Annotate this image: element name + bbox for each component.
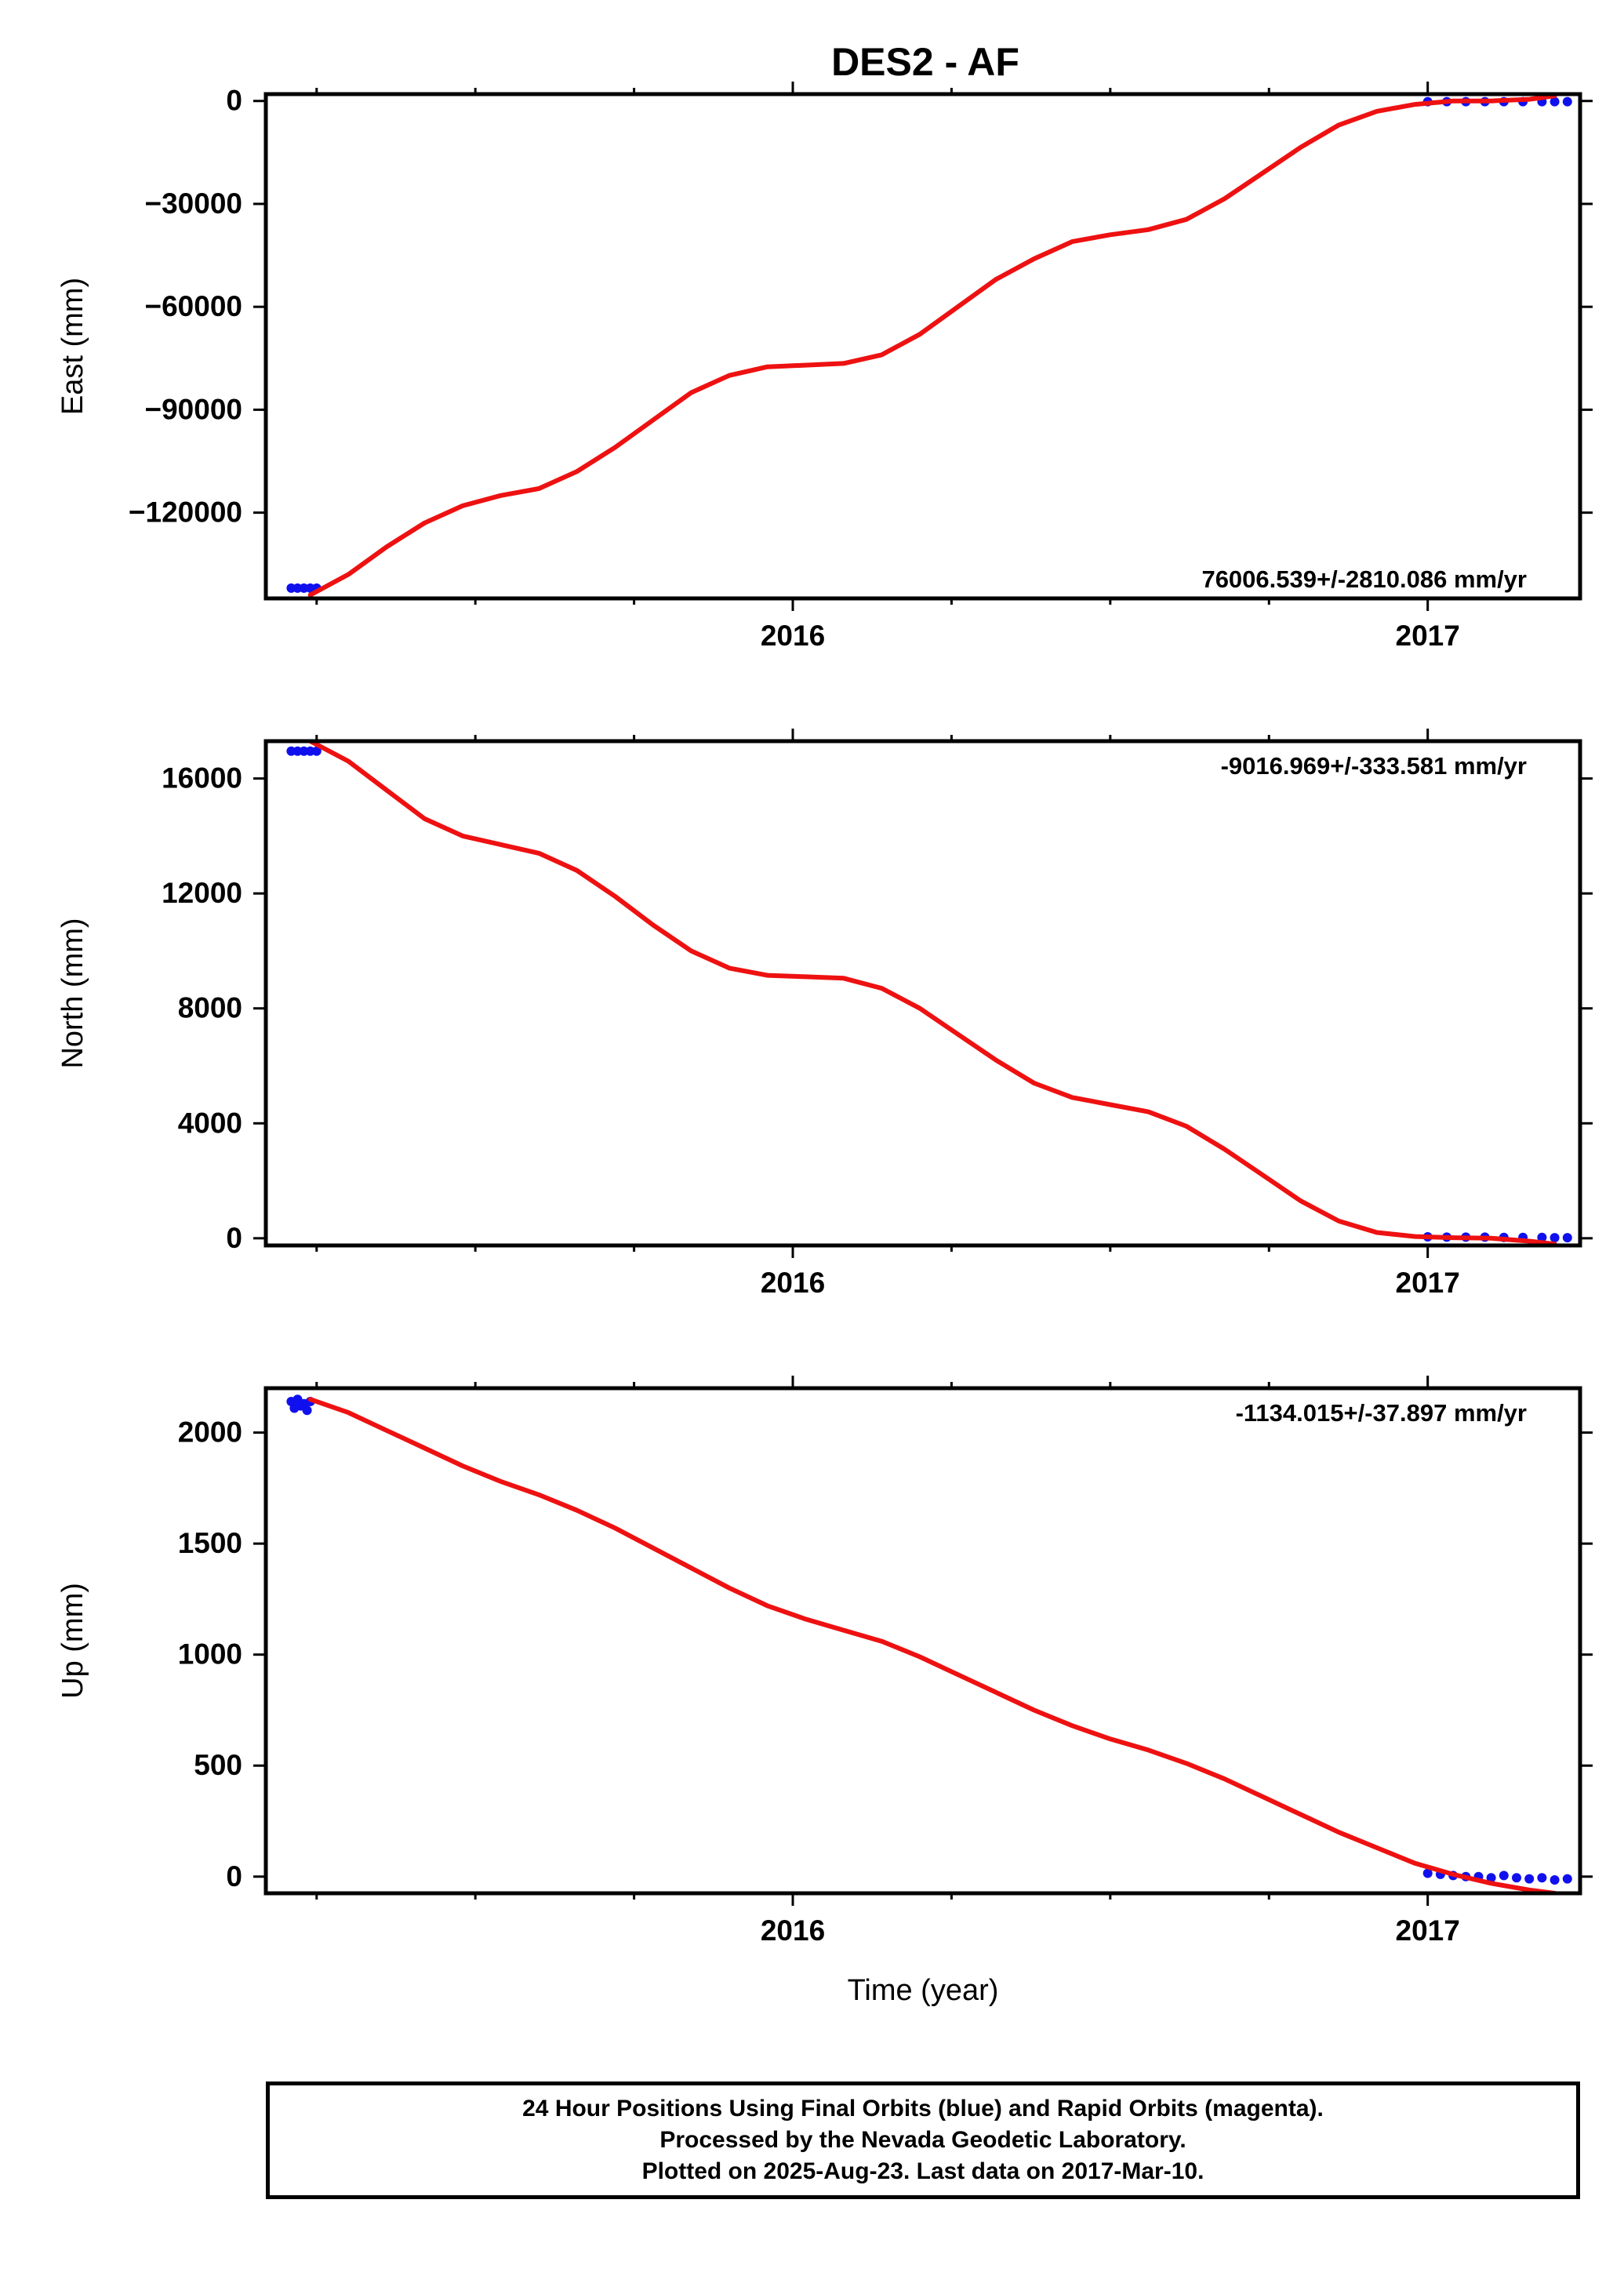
up-ytick-label: 0 xyxy=(226,1860,242,1892)
up-plot-area xyxy=(286,1394,1572,1893)
up-frame xyxy=(263,1386,1582,1896)
up-data-point xyxy=(1550,1875,1560,1885)
up-ytick-label: 1500 xyxy=(178,1527,242,1559)
east-yaxis-label: East (mm) xyxy=(56,278,89,415)
east-panel: 0 −30000 −60000 −90000 −120000 2016 2017 East (… xyxy=(56,82,1593,652)
east-model-fit-line xyxy=(307,94,1557,598)
north-ytick-label: 4000 xyxy=(178,1107,242,1139)
footer-line-2: Processed by the Nevada Geodetic Laborat… xyxy=(659,2127,1186,2153)
up-velocity-label: -1134.015+/-37.897 mm/yr xyxy=(1236,1399,1527,1427)
north-data-point xyxy=(1537,1232,1547,1242)
north-xtick-label: 2017 xyxy=(1396,1267,1460,1299)
north-ytick-label: 0 xyxy=(226,1222,242,1254)
east-ytick-label: 0 xyxy=(226,85,242,117)
north-xtick-label: 2016 xyxy=(761,1267,825,1299)
east-plot-area xyxy=(286,94,1572,598)
up-data-point xyxy=(1524,1874,1535,1884)
north-ytick-label: 12000 xyxy=(162,877,242,909)
up-panel: 2000 1500 1000 500 0 2016 2017 Up (mm) Time (yea… xyxy=(56,1376,1593,2007)
up-data-point xyxy=(1562,1874,1572,1884)
up-data-point xyxy=(1512,1873,1521,1883)
east-data-point xyxy=(1562,96,1572,107)
up-ytick-label: 2000 xyxy=(178,1416,242,1449)
east-velocity-label: 76006.539+/-2810.086 mm/yr xyxy=(1201,565,1527,593)
up-data-point xyxy=(1499,1871,1509,1881)
north-frame xyxy=(263,739,1582,1248)
panels-group: 0 −30000 −60000 −90000 −120000 2016 2017 East (… xyxy=(56,82,1593,2007)
east-data-point xyxy=(1550,96,1560,107)
north-data-point xyxy=(1562,1233,1572,1243)
east-xtick-label: 2016 xyxy=(761,620,825,652)
up-model-fit-line xyxy=(307,1397,1557,1893)
up-data-point xyxy=(302,1405,312,1416)
east-ytick-label: −90000 xyxy=(145,393,243,425)
north-data-point xyxy=(1550,1233,1560,1243)
up-data-point xyxy=(1486,1873,1496,1883)
east-ytick-label: −60000 xyxy=(145,290,243,322)
north-ytick-label: 8000 xyxy=(178,992,242,1024)
up-ytick-label: 1000 xyxy=(178,1638,242,1671)
up-ytick-label: 500 xyxy=(194,1749,242,1781)
east-ytick-label: −30000 xyxy=(145,187,243,220)
east-frame xyxy=(263,92,1582,601)
footer-line-1: 24 Hour Positions Using Final Orbits (bl… xyxy=(522,2096,1324,2121)
north-velocity-label: -9016.969+/-333.581 mm/yr xyxy=(1221,752,1527,780)
north-plot-area xyxy=(286,741,1572,1245)
north-panel: 16000 12000 8000 4000 0 2016 2017 North (mm) -90… xyxy=(56,729,1593,1299)
processing-info-box: 24 Hour Positions Using Final Orbits (bl… xyxy=(266,2081,1580,2199)
up-xtick-label: 2017 xyxy=(1396,1914,1460,1947)
north-ytick-label: 16000 xyxy=(162,762,242,794)
footer-line-3: Plotted on 2025-Aug-23. Last data on 201… xyxy=(641,2158,1204,2184)
up-xtick-label: 2016 xyxy=(761,1914,825,1947)
east-ytick-label: −120000 xyxy=(129,496,242,529)
up-xaxis-label: Time (year) xyxy=(848,1974,999,2007)
east-xtick-label: 2017 xyxy=(1396,620,1460,652)
north-model-fit-line xyxy=(307,741,1557,1245)
north-yaxis-label: North (mm) xyxy=(56,918,89,1068)
up-data-point xyxy=(1537,1873,1547,1883)
up-data-point xyxy=(1422,1868,1433,1878)
figure-title: DES2 - AF xyxy=(831,40,1019,84)
north-data-point xyxy=(311,746,322,756)
up-yaxis-label: Up (mm) xyxy=(56,1583,89,1699)
